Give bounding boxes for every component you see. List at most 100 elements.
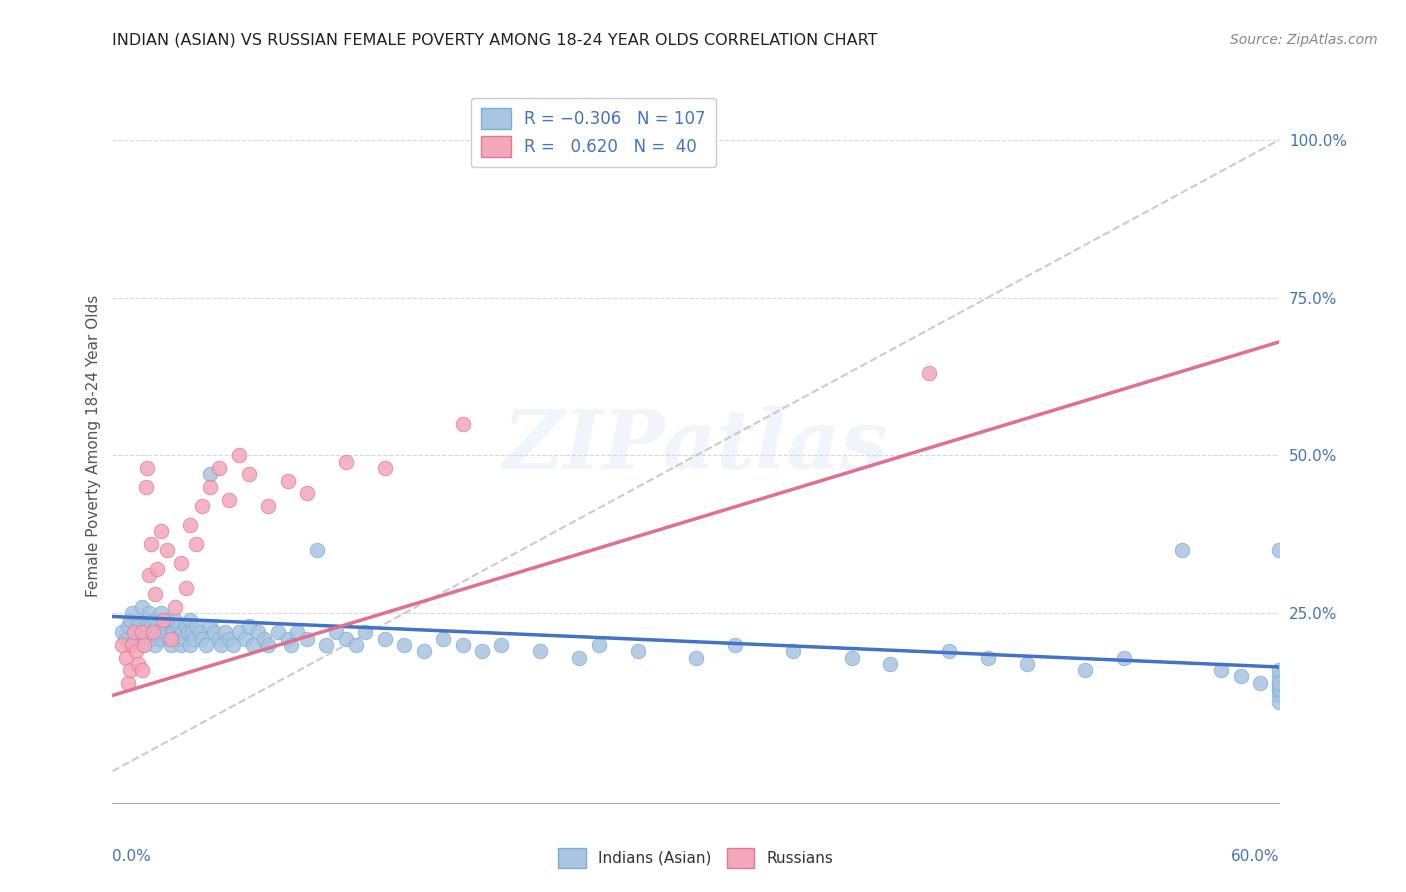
Point [218,632,240,646]
Point [568,650,591,665]
Point [160,619,183,633]
Point [184,619,207,633]
Point [315,638,337,652]
Point [782,644,804,658]
Point [117,675,139,690]
Point [122,625,145,640]
Point [117,619,139,633]
Point [160,638,183,652]
Text: Source: ZipAtlas.com: Source: ZipAtlas.com [1230,33,1378,47]
Point [218,492,240,507]
Point [118,613,141,627]
Point [374,461,396,475]
Legend: Indians (Asian), Russians: Indians (Asian), Russians [553,842,839,873]
Point [451,638,474,652]
Point [344,638,367,652]
Point [253,632,276,646]
Point [471,644,494,658]
Point [238,467,260,482]
Point [127,619,149,633]
Point [194,638,217,652]
Point [157,632,180,646]
Point [166,632,188,646]
Point [152,613,174,627]
Point [162,625,184,640]
Point [176,619,198,633]
Point [111,638,134,652]
Point [325,625,347,640]
Point [121,638,143,652]
Point [238,619,260,633]
Y-axis label: Female Poverty Among 18-24 Year Olds: Female Poverty Among 18-24 Year Olds [86,295,101,597]
Point [163,613,186,627]
Point [233,632,256,646]
Point [280,638,302,652]
Point [1268,689,1291,703]
Point [160,632,183,646]
Point [142,625,165,640]
Point [295,632,318,646]
Point [150,524,173,539]
Point [138,607,160,621]
Point [938,644,960,658]
Text: 60.0%: 60.0% [1232,849,1279,864]
Point [141,537,163,551]
Point [181,625,204,640]
Point [136,461,159,475]
Point [257,638,280,652]
Point [115,632,138,646]
Point [198,619,221,633]
Point [1171,543,1194,558]
Point [354,625,377,640]
Point [125,644,148,658]
Point [131,600,153,615]
Point [142,625,165,640]
Point [143,638,166,652]
Text: INDIAN (ASIAN) VS RUSSIAN FEMALE POVERTY AMONG 18-24 YEAR OLDS CORRELATION CHART: INDIAN (ASIAN) VS RUSSIAN FEMALE POVERTY… [112,33,877,47]
Point [150,607,173,621]
Point [132,625,155,640]
Point [125,625,148,640]
Text: 0.0%: 0.0% [112,849,152,864]
Point [1249,675,1271,690]
Point [588,638,610,652]
Point [156,613,179,627]
Point [176,581,198,595]
Point [1268,675,1291,690]
Point [285,625,308,640]
Point [141,619,163,633]
Point [143,587,166,601]
Point [627,644,650,658]
Point [121,607,143,621]
Point [228,449,250,463]
Point [257,499,280,513]
Point [172,625,194,640]
Point [156,543,179,558]
Point [128,632,150,646]
Point [209,638,232,652]
Point [267,625,290,640]
Point [183,632,205,646]
Point [179,517,201,532]
Point [276,632,298,646]
Point [1074,663,1097,677]
Point [228,625,250,640]
Point [146,562,169,576]
Point [131,625,153,640]
Point [198,480,221,494]
Point [335,632,357,646]
Point [121,638,143,652]
Point [1209,663,1232,677]
Point [1268,669,1291,683]
Point [169,638,191,652]
Point [188,625,211,640]
Point [179,613,201,627]
Point [138,568,160,582]
Point [724,638,747,652]
Point [1268,663,1291,677]
Point [179,638,201,652]
Point [247,625,270,640]
Point [153,625,176,640]
Point [222,638,245,652]
Point [150,632,173,646]
